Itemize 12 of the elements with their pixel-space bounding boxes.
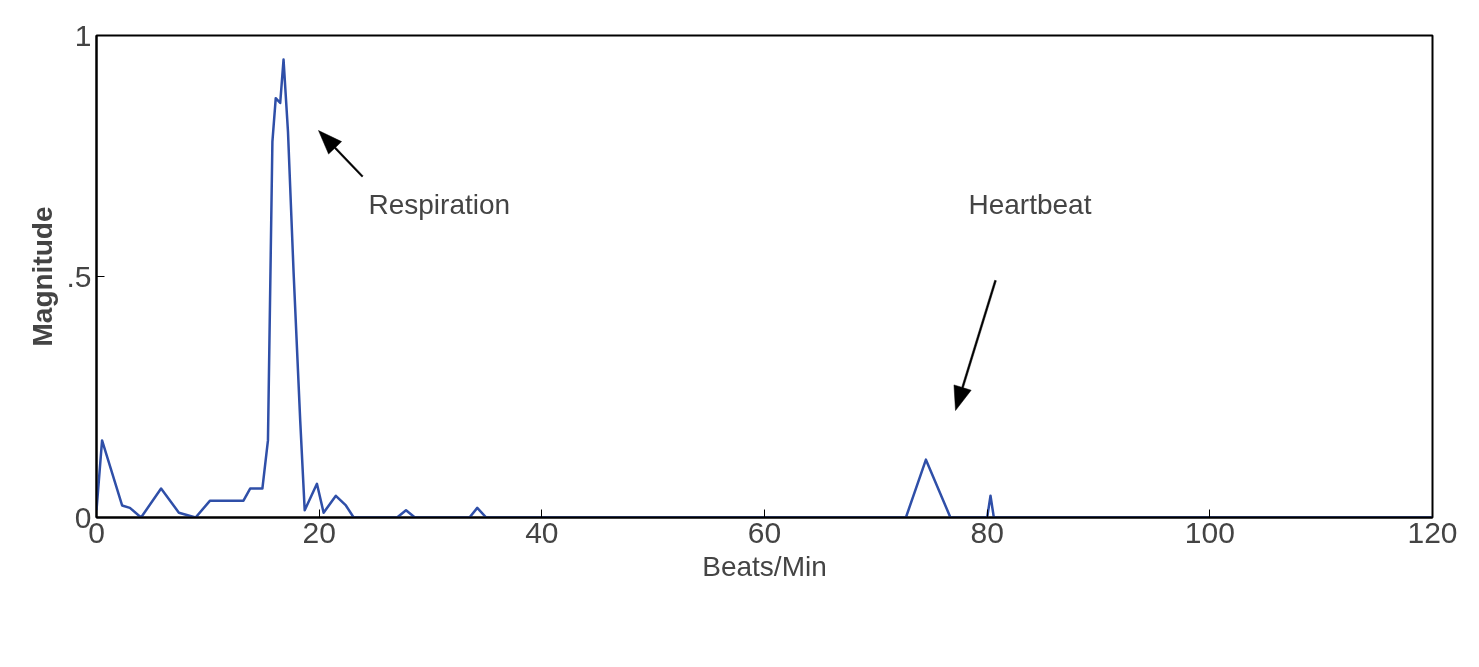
x-tick-label: 80 <box>970 515 1004 549</box>
x-tick-label: 40 <box>525 515 559 549</box>
y-axis-title: Magnitude <box>27 206 59 347</box>
y-tick-label: .5 <box>66 259 92 293</box>
annotation: Respiration <box>368 188 511 220</box>
x-axis-title: Beats/Min <box>702 550 827 582</box>
x-tick-label: 60 <box>747 515 782 549</box>
y-tick-label: 1 <box>74 18 92 52</box>
x-tick-label: 120 <box>1407 515 1458 549</box>
annotation: Heartbeat <box>968 188 1092 220</box>
x-tick-label: 100 <box>1184 515 1235 549</box>
x-tick-label: 20 <box>302 515 336 549</box>
